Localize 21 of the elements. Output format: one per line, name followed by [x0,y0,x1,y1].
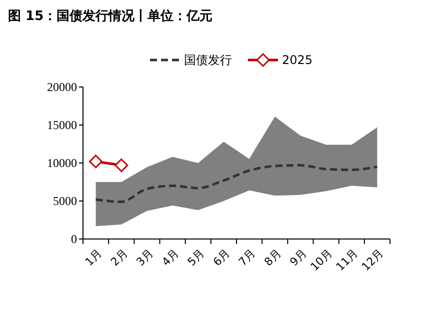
legend-label: 2025 [282,53,313,68]
x-tick-label: 9月 [287,246,310,269]
x-tick-label: 2月 [108,246,130,269]
line-series [94,164,378,204]
chart-title: 图 15：国债发行情况丨单位：亿元 [8,8,213,24]
x-tick-label: 3月 [134,246,156,269]
y-tick-label: 15000 [47,118,77,132]
x-tick-label: 1月 [82,246,105,269]
x-tick-label: 10月 [308,246,335,274]
y-tick-label: 0 [71,232,77,246]
x-tick-label: 11月 [334,246,360,274]
y-tick-label: 20000 [47,80,77,94]
x-tick-label: 4月 [159,246,182,269]
legend-label: 国债发行 [184,53,232,68]
x-tick-label: 5月 [185,246,207,269]
y-tick-label: 10000 [47,156,77,170]
x-tick-label: 6月 [210,246,233,269]
x-tick-label: 12月 [359,246,386,274]
y-tick-label: 5000 [53,194,77,208]
x-tick-label: 7月 [236,246,258,269]
x-tick-label: 8月 [262,246,284,269]
